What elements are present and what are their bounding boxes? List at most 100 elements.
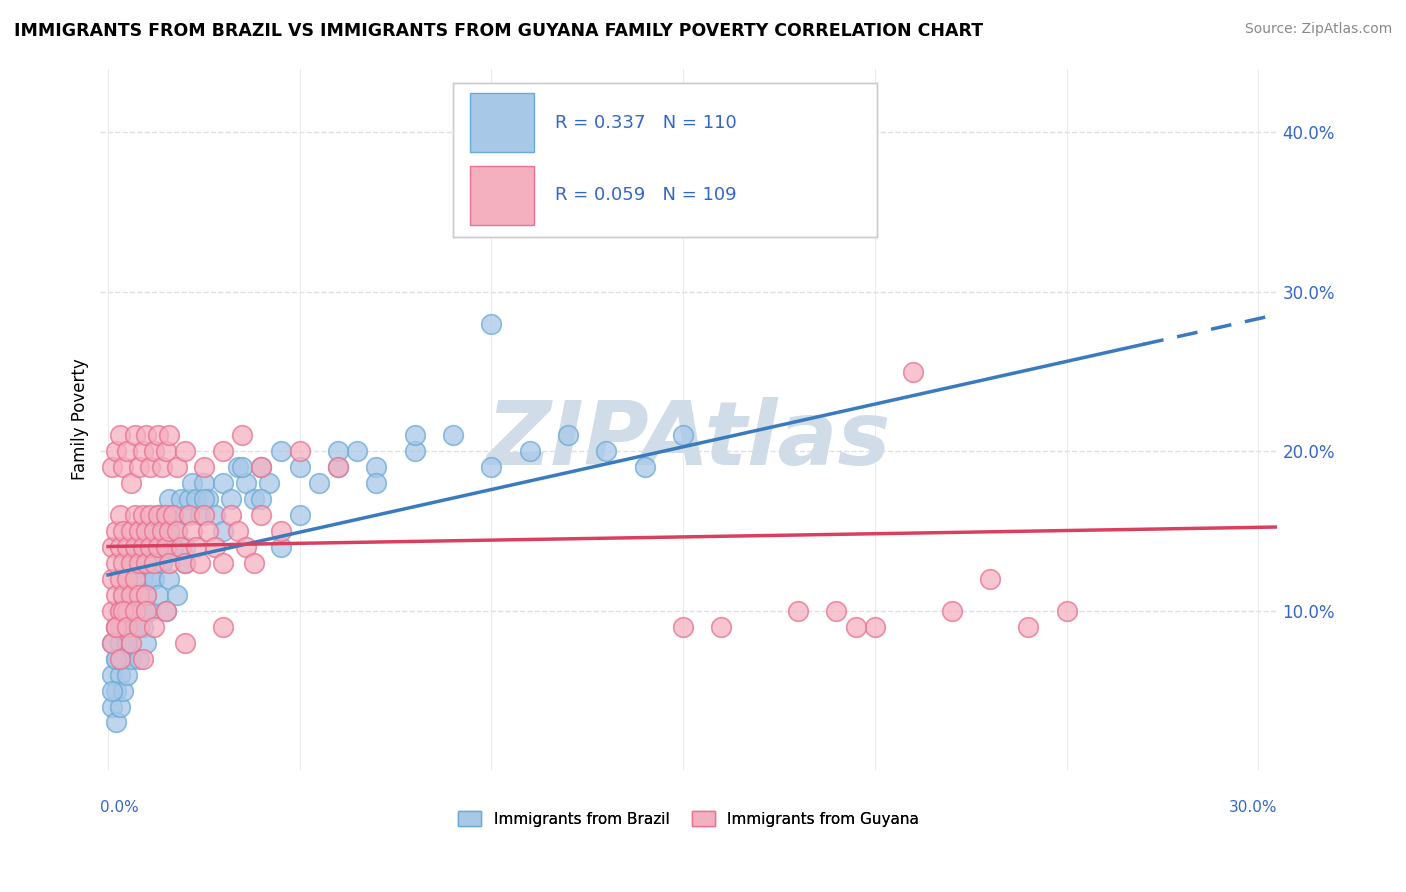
Point — [1056, 604, 1078, 618]
Point — [115, 540, 138, 554]
Point — [941, 604, 963, 618]
Point — [481, 460, 503, 475]
Point — [288, 444, 311, 458]
Point — [131, 651, 153, 665]
Point — [115, 604, 138, 618]
Point — [104, 620, 127, 634]
Point — [124, 572, 146, 586]
Point — [212, 476, 235, 491]
Point — [104, 651, 127, 665]
Point — [150, 524, 173, 538]
Point — [124, 604, 146, 618]
Point — [131, 604, 153, 618]
Point — [557, 428, 579, 442]
Point — [124, 540, 146, 554]
Point — [143, 620, 166, 634]
Point — [157, 524, 180, 538]
Text: 0.0%: 0.0% — [100, 800, 139, 815]
Point — [308, 476, 330, 491]
Point — [101, 683, 124, 698]
Point — [242, 556, 264, 570]
Point — [101, 460, 124, 475]
Point — [519, 444, 541, 458]
Point — [135, 428, 157, 442]
Point — [131, 444, 153, 458]
Point — [120, 636, 142, 650]
Point — [288, 508, 311, 523]
Point — [143, 524, 166, 538]
Point — [146, 508, 169, 523]
Point — [155, 540, 177, 554]
Point — [135, 524, 157, 538]
Point — [212, 444, 235, 458]
Point — [112, 620, 135, 634]
Point — [162, 540, 184, 554]
Point — [143, 572, 166, 586]
Point — [901, 365, 924, 379]
Point — [672, 620, 695, 634]
Point — [101, 667, 124, 681]
Point — [135, 556, 157, 570]
Y-axis label: Family Poverty: Family Poverty — [72, 359, 89, 480]
Point — [128, 651, 150, 665]
Point — [193, 476, 215, 491]
Point — [170, 540, 193, 554]
Point — [135, 588, 157, 602]
Point — [139, 540, 162, 554]
Point — [120, 524, 142, 538]
Point — [173, 636, 195, 650]
Point — [710, 620, 733, 634]
Point — [139, 540, 162, 554]
Text: Source: ZipAtlas.com: Source: ZipAtlas.com — [1244, 22, 1392, 37]
Point — [825, 604, 848, 618]
Point — [112, 460, 135, 475]
Point — [270, 444, 292, 458]
Point — [139, 508, 162, 523]
Point — [115, 636, 138, 650]
Point — [150, 556, 173, 570]
Point — [166, 460, 188, 475]
Point — [150, 524, 173, 538]
Point — [146, 588, 169, 602]
Point — [101, 699, 124, 714]
Point — [120, 588, 142, 602]
Point — [557, 205, 579, 219]
Point — [155, 604, 177, 618]
Point — [326, 460, 349, 475]
Point — [115, 572, 138, 586]
Point — [672, 428, 695, 442]
Point — [150, 556, 173, 570]
Point — [104, 620, 127, 634]
Point — [120, 556, 142, 570]
Point — [346, 444, 368, 458]
Point — [128, 588, 150, 602]
Point — [128, 556, 150, 570]
Point — [101, 636, 124, 650]
Text: 30.0%: 30.0% — [1229, 800, 1278, 815]
Text: IMMIGRANTS FROM BRAZIL VS IMMIGRANTS FROM GUYANA FAMILY POVERTY CORRELATION CHAR: IMMIGRANTS FROM BRAZIL VS IMMIGRANTS FRO… — [14, 22, 983, 40]
Point — [104, 444, 127, 458]
Point — [177, 492, 200, 507]
Point — [104, 620, 127, 634]
Point — [219, 508, 242, 523]
Point — [112, 556, 135, 570]
Point — [157, 572, 180, 586]
Point — [366, 476, 388, 491]
Point — [270, 540, 292, 554]
Point — [120, 588, 142, 602]
Point — [787, 604, 810, 618]
Point — [979, 572, 1001, 586]
Point — [157, 428, 180, 442]
Point — [173, 556, 195, 570]
Point — [173, 556, 195, 570]
Point — [242, 492, 264, 507]
Point — [139, 604, 162, 618]
Point — [120, 556, 142, 570]
Point — [143, 556, 166, 570]
Point — [863, 620, 886, 634]
Point — [250, 460, 273, 475]
Text: ZIPAtlas: ZIPAtlas — [486, 397, 891, 484]
Point — [124, 428, 146, 442]
Point — [162, 508, 184, 523]
Point — [124, 540, 146, 554]
